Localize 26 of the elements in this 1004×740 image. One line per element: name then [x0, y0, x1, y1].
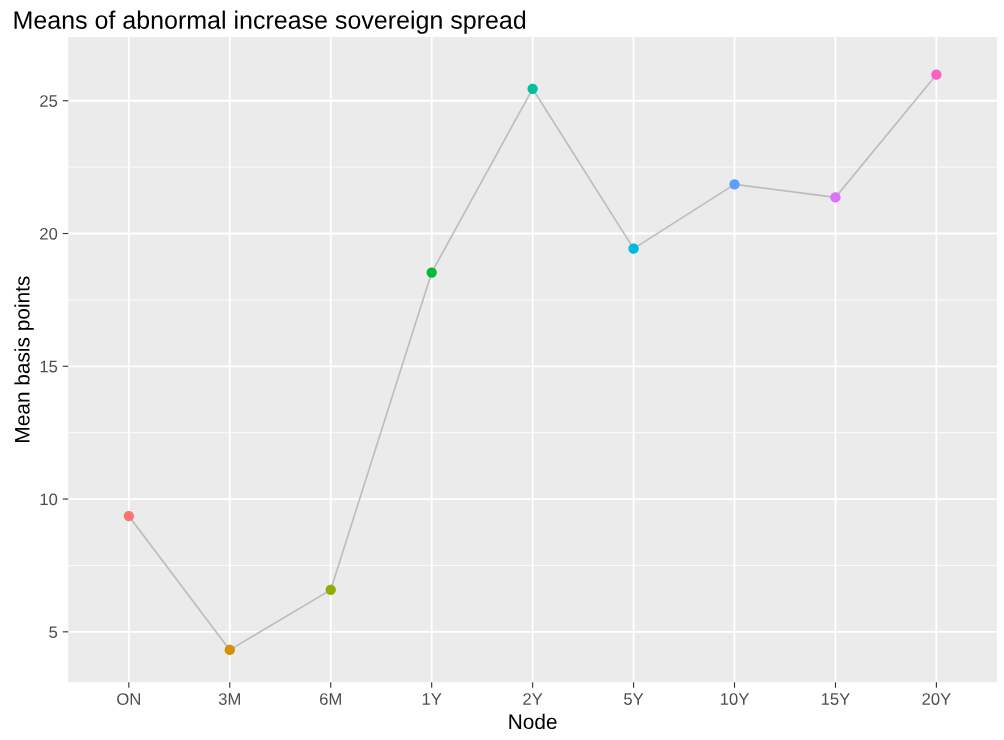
y-tick-label: 15	[40, 360, 58, 373]
point	[628, 243, 639, 254]
y-tick-label: 5	[49, 626, 58, 639]
point	[931, 69, 942, 80]
x-tick-label: 5Y	[624, 693, 644, 705]
point	[325, 584, 336, 596]
point	[830, 192, 841, 203]
x-tick-label: 2Y	[523, 693, 543, 705]
x-axis-title: Node	[509, 713, 557, 730]
chart-title: Means of abnormal increase sovereign spread	[14, 10, 526, 34]
y-tick-label: 20	[40, 227, 58, 240]
x-tick-label: 10Y	[720, 693, 749, 705]
x-tick-label: 20Y	[922, 693, 951, 705]
point	[224, 644, 235, 656]
point	[426, 267, 437, 278]
point	[527, 83, 538, 94]
point	[123, 510, 134, 522]
x-tick-label: 6M	[320, 693, 341, 705]
y-axis-title: Mean basis points	[14, 276, 34, 442]
x-tick-label: 1Y	[422, 693, 442, 705]
x-tick-label: ON	[117, 693, 140, 705]
point	[729, 179, 740, 190]
y-tick-label: 10	[40, 493, 58, 506]
x-tick-label: 15Y	[821, 693, 850, 705]
x-tick-label: 3M	[218, 693, 240, 705]
y-tick-label: 25	[40, 95, 58, 107]
